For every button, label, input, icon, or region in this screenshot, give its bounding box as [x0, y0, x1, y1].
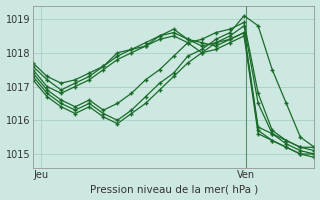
X-axis label: Pression niveau de la mer( hPa ): Pression niveau de la mer( hPa ) [90, 184, 258, 194]
